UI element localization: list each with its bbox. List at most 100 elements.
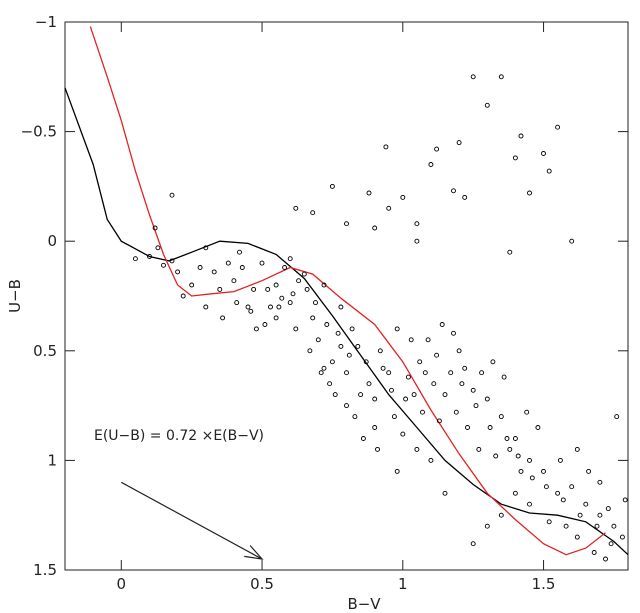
data-point [296, 278, 302, 284]
data-point [462, 365, 468, 371]
data-point [560, 497, 566, 503]
data-point [245, 304, 251, 310]
data-point [490, 359, 496, 365]
data-point [493, 453, 499, 459]
data-point [262, 322, 268, 327]
reddening-arrow [121, 481, 263, 560]
data-point [307, 348, 313, 354]
data-point [304, 286, 310, 292]
data-point [380, 365, 386, 371]
data-point [597, 512, 603, 518]
data-point [293, 326, 299, 332]
data-point [169, 258, 175, 264]
data-point [608, 541, 614, 547]
data-point [535, 425, 541, 430]
data-point [383, 144, 389, 150]
data-point [389, 387, 394, 393]
data-point [310, 315, 316, 321]
data-point [355, 343, 361, 349]
data-point [394, 326, 400, 332]
data-point [597, 479, 603, 485]
data-point [434, 352, 440, 358]
x-tick-label: 1.5 [532, 575, 556, 593]
data-point [251, 286, 257, 292]
data-point [405, 374, 411, 380]
data-point [504, 436, 510, 441]
data-point [414, 221, 420, 227]
data-point [344, 403, 349, 409]
data-point [487, 425, 493, 430]
data-point [448, 370, 454, 376]
data-point [265, 286, 271, 292]
data-point [152, 225, 158, 231]
data-point [346, 352, 352, 358]
x-tick-label: 0.5 [250, 575, 274, 593]
data-point [442, 490, 448, 496]
data-point [315, 337, 321, 343]
data-point [541, 151, 546, 156]
data-point [239, 265, 245, 270]
data-point [372, 396, 378, 402]
data-point [327, 381, 333, 387]
data-point [431, 381, 437, 387]
data-point [619, 534, 625, 540]
data-point [366, 190, 372, 196]
data-point [324, 322, 330, 327]
data-point [282, 265, 288, 270]
black-model-curve [64, 87, 629, 556]
data-point [546, 519, 552, 525]
y-tick-label: −0.5 [21, 123, 57, 141]
data-point [375, 446, 380, 452]
data-point [175, 269, 181, 275]
data-point [563, 523, 569, 529]
data-point [276, 304, 282, 310]
data-point [394, 468, 400, 474]
data-point [352, 414, 358, 420]
data-point [512, 490, 518, 496]
data-point [557, 457, 563, 463]
data-point [335, 330, 341, 336]
data-point [279, 295, 285, 301]
data-point [313, 300, 318, 306]
data-point [484, 102, 490, 108]
data-point [411, 392, 417, 398]
data-point [293, 205, 299, 211]
data-point [234, 300, 240, 306]
data-point [529, 475, 535, 481]
data-point [470, 387, 476, 393]
data-point [603, 556, 608, 562]
data-point [425, 337, 431, 343]
data-point [197, 265, 203, 270]
data-point [541, 468, 546, 474]
data-point [189, 282, 195, 288]
data-point [473, 403, 479, 409]
data-point [586, 468, 592, 474]
data-point [290, 291, 296, 297]
data-point [605, 506, 611, 512]
data-point [366, 381, 372, 387]
data-point [527, 190, 532, 196]
data-point [543, 484, 549, 490]
data-point [527, 457, 532, 463]
reddening-vector: E(U−B) = 0.72 ×E(B−V) [94, 428, 264, 560]
data-point [338, 343, 344, 349]
x-axis: 0 0.5 1 1.5 [117, 22, 556, 593]
x-axis-title: B−V [347, 595, 381, 613]
data-point [329, 183, 335, 189]
data-point [217, 286, 223, 292]
data-point [259, 260, 265, 266]
data-point [622, 497, 628, 503]
y-tick-label: −1 [35, 13, 57, 31]
plot-frame [64, 21, 629, 571]
data-point [400, 431, 406, 437]
data-point [583, 501, 589, 507]
data-point [428, 457, 434, 463]
data-point [555, 124, 561, 130]
data-point [329, 359, 335, 365]
data-points [132, 74, 628, 562]
data-point [358, 392, 364, 398]
data-point [515, 453, 521, 459]
data-point [349, 326, 355, 332]
data-point [501, 374, 507, 380]
